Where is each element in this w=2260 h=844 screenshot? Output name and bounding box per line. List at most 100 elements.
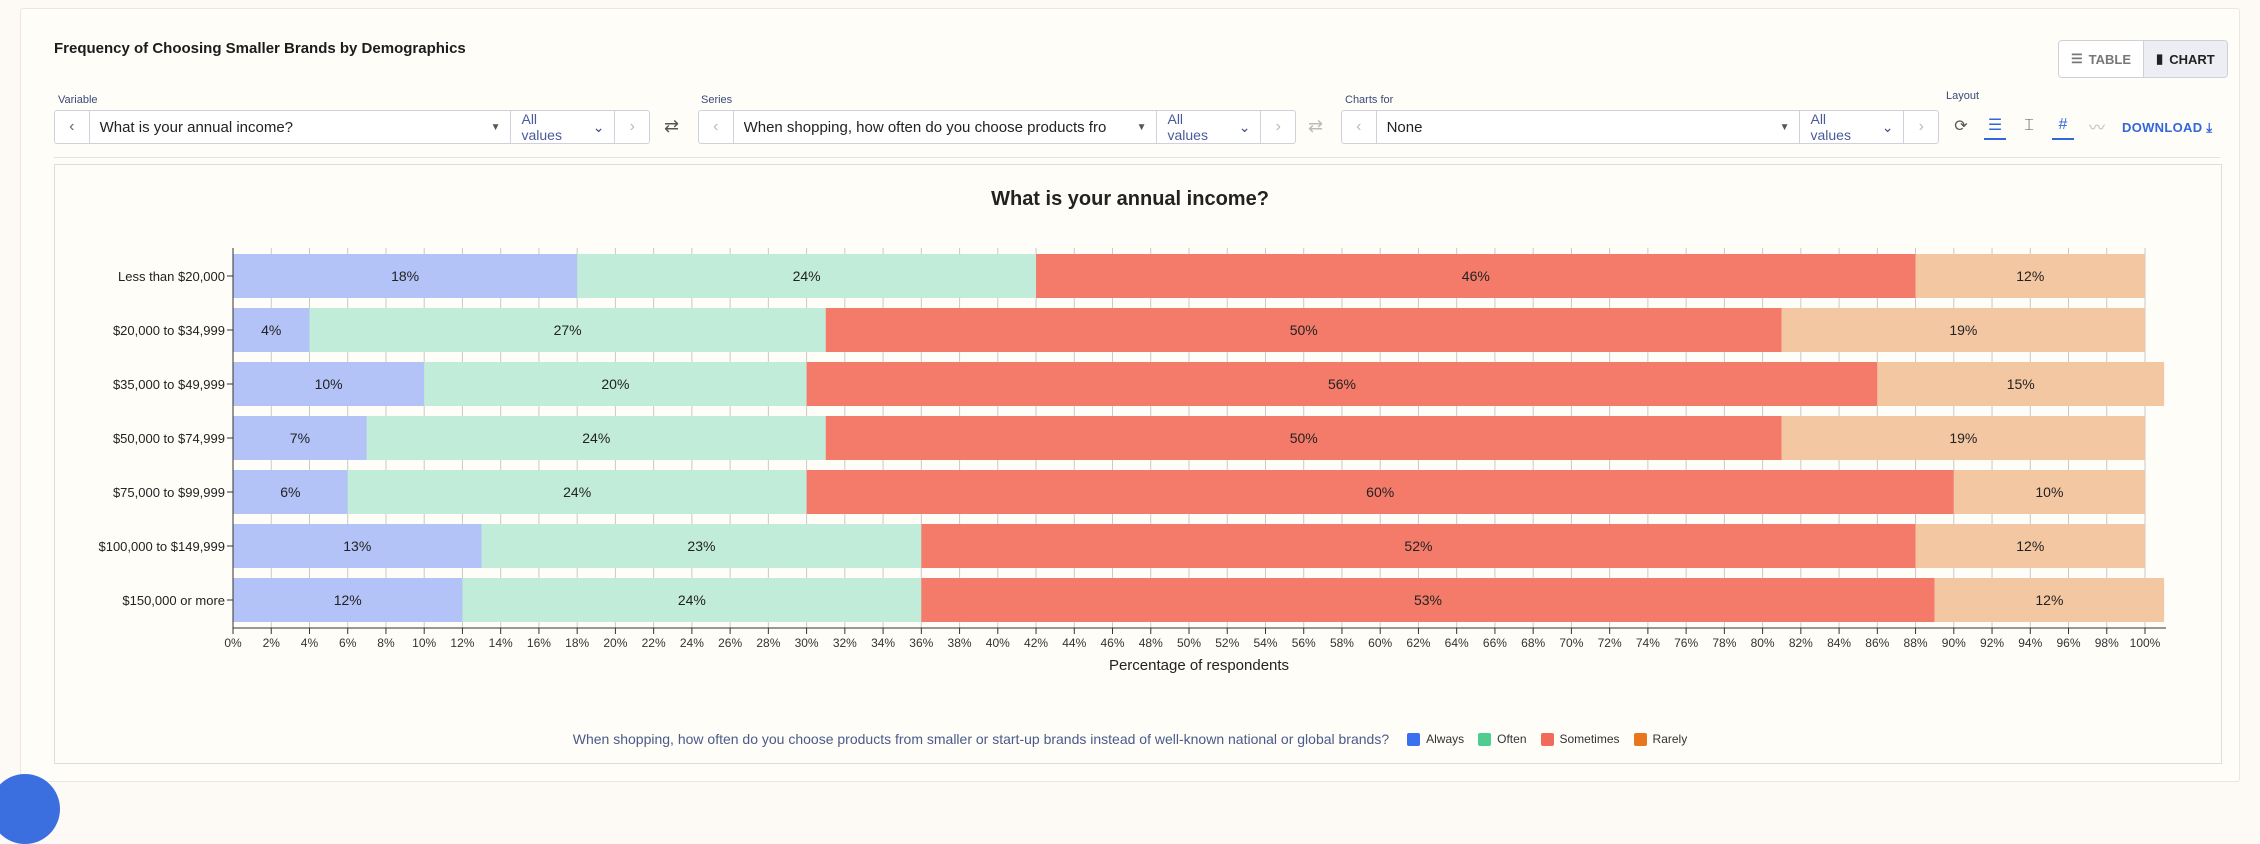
swap-variable-series-icon[interactable]: ⇄ [664,116,680,136]
bar-data-label: 19% [1949,430,1977,446]
bar-data-label: 10% [315,376,343,392]
download-icon: ⤓ [2206,120,2213,135]
x-axis-label: Percentage of respondents [1109,657,1289,674]
bar-rarely [1934,578,2165,622]
x-tick-label: 16% [527,636,551,650]
x-tick-label: 38% [948,636,972,650]
series-filter-select[interactable]: All values ⌄ [1157,111,1262,143]
bar-always [233,524,482,568]
bar-data-label: 12% [2035,592,2063,608]
x-tick-label: 12% [450,636,474,650]
view-toggle: ☰ TABLE ▮ CHART [2058,40,2228,78]
variable-filter-select[interactable]: All values ⌄ [511,111,616,143]
chart-title: What is your annual income? [991,188,1269,210]
x-tick-label: 0% [224,636,242,650]
download-button[interactable]: DOWNLOAD ⤓ [2122,120,2212,136]
legend-label-always: Always [1426,732,1465,746]
x-tick-label: 88% [1904,636,1928,650]
bar-data-label: 4% [261,322,281,338]
variable-select-value: What is your annual income? [99,118,294,136]
x-tick-label: 20% [603,636,627,650]
bar-data-label: 24% [563,484,591,500]
chevron-down-icon: ⌄ [1881,118,1894,135]
bar-data-label: 18% [391,268,419,284]
stacked-layout-icon[interactable]: ⌶ [2024,117,2034,134]
table-view-button[interactable]: ☰ TABLE [2059,41,2144,77]
x-tick-label: 96% [2057,636,2081,650]
bar-always [233,470,348,514]
chevron-right-icon: › [1918,118,1924,135]
charts-for-label: Charts for [1345,94,1394,106]
bar-always [233,308,310,352]
variable-next-button[interactable]: › [615,111,649,143]
bar-data-label: 46% [1462,268,1490,284]
charts-for-select[interactable]: None ▼ [1377,111,1801,143]
bar-sometimes [806,362,1878,406]
charts-for-select-value: None [1386,118,1423,136]
charts-for-next-button[interactable]: › [1904,111,1938,143]
x-tick-label: 46% [1101,636,1125,650]
x-tick-label: 58% [1330,636,1354,650]
y-tick-label: Less than $20,000 [118,269,225,284]
bar-often [462,578,922,622]
bar-data-label: 27% [554,322,582,338]
x-tick-label: 28% [756,636,780,650]
x-tick-label: 84% [1827,636,1851,650]
y-tick-label: $50,000 to $74,999 [113,431,225,446]
bar-data-label: 50% [1290,322,1318,338]
bar-rarely [1953,470,2145,514]
x-tick-label: 60% [1368,636,1392,650]
bar-data-label: 12% [2016,268,2044,284]
line-chart-icon[interactable]: 〰 [2088,120,2105,137]
y-tick-label: $20,000 to $34,999 [113,323,225,338]
chevron-down-icon: ⌄ [1238,118,1251,135]
series-prev-button[interactable]: ‹ [699,111,734,143]
bar-data-label: 7% [290,430,310,446]
charts-for-prev-button[interactable]: ‹ [1342,111,1377,143]
bar-data-label: 56% [1328,376,1356,392]
bar-rarely [1781,308,2145,352]
chart-view-button[interactable]: ▮ CHART [2143,41,2227,77]
bar-often [424,362,807,406]
bar-chart-icon: ▮ [2156,51,2164,66]
table-icon: ☰ [2071,51,2083,66]
bar-data-label: 53% [1414,592,1442,608]
swap-series-charts-icon[interactable]: ⇄ [1308,116,1324,136]
x-tick-label: 80% [1751,636,1775,650]
legend-question: When shopping, how often do you choose p… [572,731,1390,747]
variable-select[interactable]: What is your annual income? ▼ [90,111,512,143]
x-tick-label: 32% [833,636,857,650]
x-tick-label: 14% [489,636,513,650]
chevron-left-icon: ‹ [1356,118,1362,135]
x-tick-label: 70% [1559,636,1583,650]
bar-data-label: 60% [1366,484,1394,500]
x-tick-label: 6% [339,636,357,650]
x-tick-label: 34% [871,636,895,650]
bar-rarely [1877,362,2165,406]
x-tick-label: 74% [1636,636,1660,650]
legend-item-rarely[interactable]: Rarely [1633,732,1687,746]
series-select[interactable]: When shopping, how often do you choose p… [734,111,1158,143]
grid-icon[interactable]: # [2052,112,2074,140]
bar-sometimes [825,416,1782,460]
bar-often [366,416,826,460]
series-next-button[interactable]: › [1261,111,1295,143]
refresh-icon[interactable]: ⟳ [1954,118,1968,135]
x-tick-label: 40% [986,636,1010,650]
variable-prev-button[interactable]: ‹ [55,111,90,143]
x-tick-label: 2% [263,636,281,650]
page-title: Frequency of Choosing Smaller Brands by … [54,40,466,57]
x-tick-label: 52% [1215,636,1239,650]
charts-for-filter-select[interactable]: All values ⌄ [1800,111,1905,143]
bar-data-label: 24% [678,592,706,608]
layout-toolbar: ⟳ ☰ ⌶ # 〰 [1950,112,2108,140]
bar-data-label: 24% [793,268,821,284]
legend-item-always[interactable]: Always [1407,732,1464,746]
caret-down-icon: ▼ [1136,121,1147,133]
table-view-label: TABLE [2088,51,2132,67]
horizontal-bar-layout-icon[interactable]: ☰ [1984,112,2006,140]
series-label: Series [701,94,733,106]
bar-rarely [1915,254,2145,298]
legend-item-sometimes[interactable]: Sometimes [1540,732,1620,746]
legend-item-often[interactable]: Often [1478,732,1527,746]
